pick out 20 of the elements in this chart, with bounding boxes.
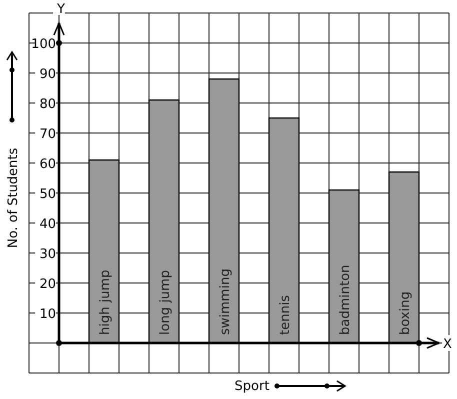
y-axis-title: No. of Students — [6, 148, 21, 248]
annotation: X — [443, 337, 452, 352]
y-tick-label: 20 — [39, 277, 56, 292]
y-tick-label: 40 — [39, 217, 56, 232]
y-tick-label: 10 — [39, 307, 56, 322]
x-tick-label: tennis — [278, 294, 293, 335]
x-tick-label: boxing — [398, 291, 413, 335]
x-tick-label: high jump — [98, 270, 113, 335]
y-tick-label: 100 — [31, 37, 56, 52]
y-tick-label: 60 — [39, 157, 56, 172]
annotation: Y — [56, 2, 66, 17]
x-axis-title: Sport — [234, 379, 270, 394]
y-tick-label: 90 — [39, 67, 56, 82]
y-tick-label: 50 — [39, 187, 56, 202]
y-tick-label: 70 — [39, 127, 56, 142]
y-tick-label: 30 — [39, 247, 56, 262]
x-tick-label: swimming — [218, 268, 233, 335]
y-tick-label: 80 — [39, 97, 56, 112]
x-tick-label: badminton — [338, 264, 353, 335]
x-tick-label: long jump — [158, 270, 173, 335]
